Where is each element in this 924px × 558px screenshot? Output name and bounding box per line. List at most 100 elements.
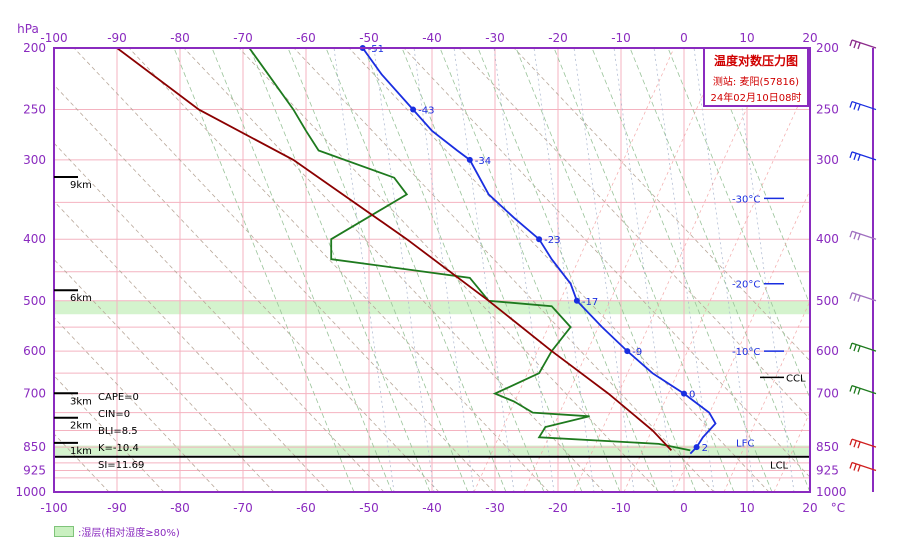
wind-barb-icon (849, 39, 877, 50)
wind-barb-icon (849, 292, 877, 302)
mixing-ratio-line (533, 48, 595, 492)
y-tick-label-right: 500 (816, 294, 839, 308)
wind-barb-icon (849, 100, 877, 111)
dry-adiabat-line (54, 84, 440, 492)
height-label: 2km (70, 421, 92, 432)
stability-index: SI=11.69 (98, 460, 144, 471)
wind-barb-icon (849, 384, 877, 395)
lcl-label: LCL (770, 461, 789, 472)
dry-adiabat-line (73, 48, 495, 492)
moist-adiabat-line (363, 48, 545, 492)
chart-title-box: 温度对数压力图 测站: 麦阳(57816) 24年02月10日08时 (703, 47, 809, 107)
height-label: 1km (70, 446, 92, 457)
temperature-label: -34 (475, 156, 491, 167)
y-tick-label-right: 1000 (816, 485, 847, 499)
isotherm-marker-label: -20°C (732, 280, 760, 291)
plot-frame (53, 47, 811, 493)
x-unit-label: °C (831, 501, 845, 515)
dry-adiabat-line (54, 375, 165, 492)
x-tick-label-top: -100 (40, 31, 67, 45)
x-tick-label-top: 20 (802, 31, 817, 45)
stability-index: BLI=8.5 (98, 426, 138, 437)
x-tick-label-bottom: -100 (40, 501, 67, 515)
x-tick-label-bottom: -50 (359, 501, 379, 515)
isotherm-marker-label: -10°C (732, 347, 760, 358)
temperature-point (536, 236, 543, 243)
x-tick-label-top: -60 (296, 31, 316, 45)
y-tick-label-left: 850 (23, 440, 46, 454)
y-tick-label-left: 300 (23, 153, 46, 167)
stability-index: K=-10.4 (98, 443, 139, 454)
y-tick-label-right: 700 (816, 387, 839, 401)
wind-barb-icon (849, 461, 877, 472)
mixing-ratio-line (613, 48, 675, 492)
y-tick-label-right: 600 (816, 344, 839, 358)
mixing-ratio-line (333, 48, 395, 492)
temperature-label: 0 (689, 390, 695, 401)
moist-adiabat-line (553, 48, 735, 492)
time-label: 24年02月10日08时 (710, 93, 802, 104)
temperature-label: -51 (368, 44, 384, 55)
temperature-point (466, 156, 473, 163)
series-line-parcel (116, 48, 673, 452)
wet-bulb-line (623, 78, 810, 492)
x-tick-label-top: -70 (233, 31, 253, 45)
moist-adiabat-line (287, 48, 469, 492)
dry-adiabat-line (348, 48, 770, 492)
height-label: 9km (70, 180, 92, 191)
series-line-temperature (361, 48, 717, 455)
y-tick-label-left: 600 (23, 344, 46, 358)
legend: :湿层(相对湿度≥80%) (54, 524, 180, 539)
y-tick-label-left: 200 (23, 41, 46, 55)
chart-title: 温度对数压力图 (713, 54, 798, 68)
y-tick-label-left: 925 (23, 463, 46, 477)
y-tick-label-left: 1000 (15, 485, 46, 499)
temperature-label: -43 (418, 106, 434, 117)
x-tick-label-top: -10 (611, 31, 631, 45)
height-label: 3km (70, 396, 92, 407)
lfc-label: LFC (736, 439, 754, 450)
y-tick-label-left: 700 (23, 387, 46, 401)
temperature-point (624, 348, 631, 355)
plot-area (54, 48, 810, 492)
temperature-label: -23 (544, 235, 560, 246)
series-line-dewpoint (248, 48, 691, 452)
temperature-point (410, 106, 417, 113)
wind-barb-icon (849, 151, 877, 162)
wet-bulb-line (473, 48, 675, 492)
temperature-point (573, 297, 580, 304)
moist-adiabat-line (629, 48, 810, 492)
moist-layer-swatch (54, 526, 74, 537)
wet-bulb-line (573, 48, 775, 492)
wet-bulb-line (773, 411, 810, 492)
isotherm-marker-label: -30°C (732, 194, 760, 205)
y-tick-label-right: 850 (816, 440, 839, 454)
moist-adiabat-line (173, 48, 355, 492)
temperature-point (693, 444, 700, 451)
mixing-ratio-line (453, 48, 515, 492)
x-tick-label-top: -30 (485, 31, 505, 45)
temperature-point (681, 390, 687, 397)
dry-adiabat-line (293, 48, 715, 492)
x-tick-label-top: -20 (548, 31, 568, 45)
x-tick-label-bottom: -80 (170, 501, 190, 515)
x-tick-label-bottom: -70 (233, 501, 253, 515)
x-tick-label-top: 10 (739, 31, 754, 45)
mixing-ratio-line (693, 48, 755, 492)
wet-bulb-line (673, 189, 810, 492)
wind-barb-icon (849, 230, 877, 241)
dry-adiabat-line (54, 316, 220, 492)
temperature-label: 2 (702, 443, 708, 454)
y-tick-label-right: 300 (816, 153, 839, 167)
moist-adiabat-line (705, 48, 810, 306)
x-tick-label-bottom: -20 (548, 501, 568, 515)
dry-adiabat-line (54, 200, 330, 492)
x-tick-label-bottom: -10 (611, 501, 631, 515)
x-tick-label-bottom: -40 (422, 501, 442, 515)
x-tick-label-bottom: 10 (739, 501, 754, 515)
x-tick-label-bottom: 20 (802, 501, 817, 515)
stability-index: CIN=0 (98, 409, 130, 420)
dry-adiabat-line (54, 142, 385, 492)
x-tick-label-bottom: -30 (485, 501, 505, 515)
